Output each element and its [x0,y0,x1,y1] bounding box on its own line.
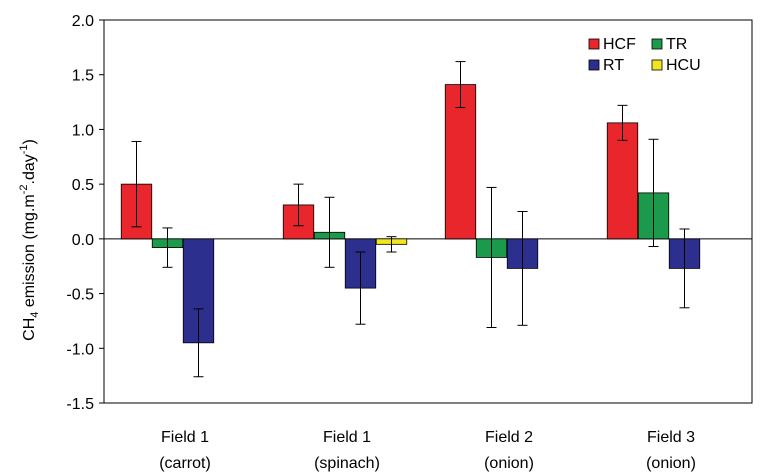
x-tick-label: Field 2 [485,429,533,446]
bar-hcf [606,122,639,240]
plot-area [103,19,753,404]
legend-swatch-hcu [651,59,663,71]
x-axis: Field 1 (carrot) Field 1 (spinach) Field 2 (o… [159,429,696,472]
bar-hcf [444,84,477,240]
x-tick-sublabel: (onion) [484,455,534,472]
y-tick-label: 2.0 [72,13,94,30]
y-label-mid: emission (mg.m [21,194,38,311]
y-tick-label: 1.5 [72,68,94,85]
legend-label-tr: TR [666,36,687,53]
y-tick-label: 1.0 [72,122,94,139]
y-label-sup2: -1 [18,144,30,154]
y-label-sup1: -2 [18,184,30,194]
y-tick-label: -1.5 [66,396,94,413]
y-tick-label: 0.0 [72,232,94,249]
legend-swatch-hcf [588,38,600,50]
y-tick-label: -1.0 [66,341,94,358]
y-label-sub: 4 [29,312,41,318]
legend-label-hcu: HCU [666,57,701,74]
x-tick-sublabel: (onion) [646,455,696,472]
x-tick-sublabel: (spinach) [314,455,380,472]
y-label-mid2: .day [21,154,38,184]
y-tick-label: -0.5 [66,287,94,304]
legend-label-hcf: HCF [603,36,636,53]
legend-label-rt: RT [603,57,624,74]
x-tick-label: Field 3 [647,429,695,446]
x-tick-sublabel: (carrot) [159,455,211,472]
plot-frame [103,19,753,404]
y-axis: -1.5 -1.0 -0.5 0.0 0.5 1.0 1.5 2.0 [66,13,104,413]
y-label-post: ) [21,139,38,144]
legend-swatch-rt [588,59,600,71]
x-tick-label: Field 1 [161,429,209,446]
y-axis-label: CH4 emission (mg.m-2.day-1) [18,139,41,341]
x-tick-label: Field 1 [323,429,371,446]
legend: HCF TR RT HCU [588,36,701,74]
y-label-pre: CH [21,318,38,341]
y-tick-label: 0.5 [72,177,94,194]
legend-swatch-tr [651,38,663,50]
